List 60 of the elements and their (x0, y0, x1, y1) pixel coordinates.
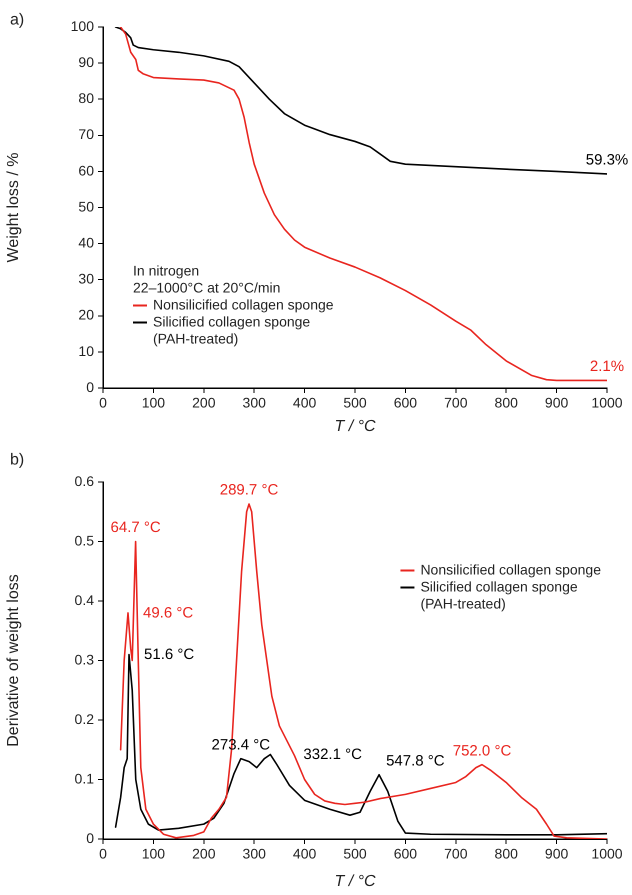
x-tick-label: 500 (343, 394, 367, 410)
x-tick-label: 300 (242, 394, 266, 410)
y-tick-label: 60 (78, 162, 94, 178)
x-tick-label: 100 (142, 394, 166, 410)
annotation: 332.1 °C (303, 746, 362, 764)
x-axis-title: T / °C (334, 872, 376, 890)
x-tick-label: 400 (292, 845, 316, 862)
annotation: 2.1% (590, 358, 624, 376)
y-tick-label: 0.1 (74, 770, 94, 786)
x-tick-label: 800 (494, 845, 518, 862)
annotation: 289.7 °C (220, 482, 278, 499)
y-tick-label: 80 (78, 90, 94, 106)
legend-title: In nitrogen 22–1000°C at 20°C/min (133, 262, 280, 296)
x-tick-label: 0 (99, 394, 108, 410)
x-tick-label: 300 (242, 845, 266, 862)
y-tick-label: 90 (78, 54, 94, 70)
x-tick-label: 200 (192, 845, 216, 862)
text: b) (10, 451, 24, 468)
annotation: 752.0 °C (452, 742, 512, 760)
y-tick-label: 0.2 (74, 710, 94, 727)
y-tick-label: 0.5 (74, 532, 94, 548)
y-axis-title: Weight loss / % (5, 152, 22, 262)
x-tick-label: 900 (544, 394, 568, 410)
annotation: 547.8 °C (386, 752, 445, 770)
y-tick-label: 10 (78, 342, 94, 359)
y-tick-label: 0.4 (74, 592, 94, 608)
x-tick-label: 500 (343, 845, 367, 862)
x-tick-label: 700 (444, 394, 468, 410)
x-tick-label: 400 (292, 394, 316, 410)
x-tick-label: 1000 (591, 394, 623, 410)
x-tick-label: 800 (494, 394, 518, 410)
y-tick-label: 0.6 (74, 472, 94, 489)
annotation: 49.6 °C (143, 604, 194, 622)
y-tick-label: 70 (78, 126, 94, 142)
y-tick-label: 30 (78, 270, 94, 287)
y-tick-label: 0 (86, 378, 94, 395)
y-tick-label: 0 (86, 830, 94, 846)
x-tick-label: 1000 (591, 845, 623, 862)
annotation: 64.7 °C (110, 519, 161, 536)
y-tick-label: 40 (78, 234, 94, 250)
x-tick-label: 600 (394, 394, 418, 410)
y-tick-label: 0.3 (74, 651, 94, 668)
annotation: 59.3% (586, 152, 628, 169)
y-tick-label: 100 (70, 18, 94, 34)
x-tick-label: 100 (142, 845, 166, 862)
x-tick-label: 600 (394, 845, 418, 862)
x-tick-label: 0 (99, 845, 108, 862)
x-axis-title: T / °C (334, 418, 376, 435)
legend-label: Silicified collagen sponge (PAH-treated) (420, 578, 578, 612)
y-tick-label: 20 (78, 306, 94, 323)
legend-label: Nonsilicified collagen sponge (153, 296, 334, 312)
x-tick-label: 200 (192, 394, 216, 410)
annotation: 51.6 °C (144, 646, 194, 664)
text: a) (10, 11, 24, 28)
x-tick-label: 900 (544, 845, 568, 862)
y-tick-label: 50 (78, 198, 94, 214)
legend-label: Silicified collagen sponge (PAH-treated) (153, 313, 310, 346)
y-axis-title: Derivative of weight loss (5, 574, 22, 747)
x-tick-label: 700 (444, 845, 468, 862)
legend-label: Nonsilicified collagen sponge (420, 561, 602, 578)
